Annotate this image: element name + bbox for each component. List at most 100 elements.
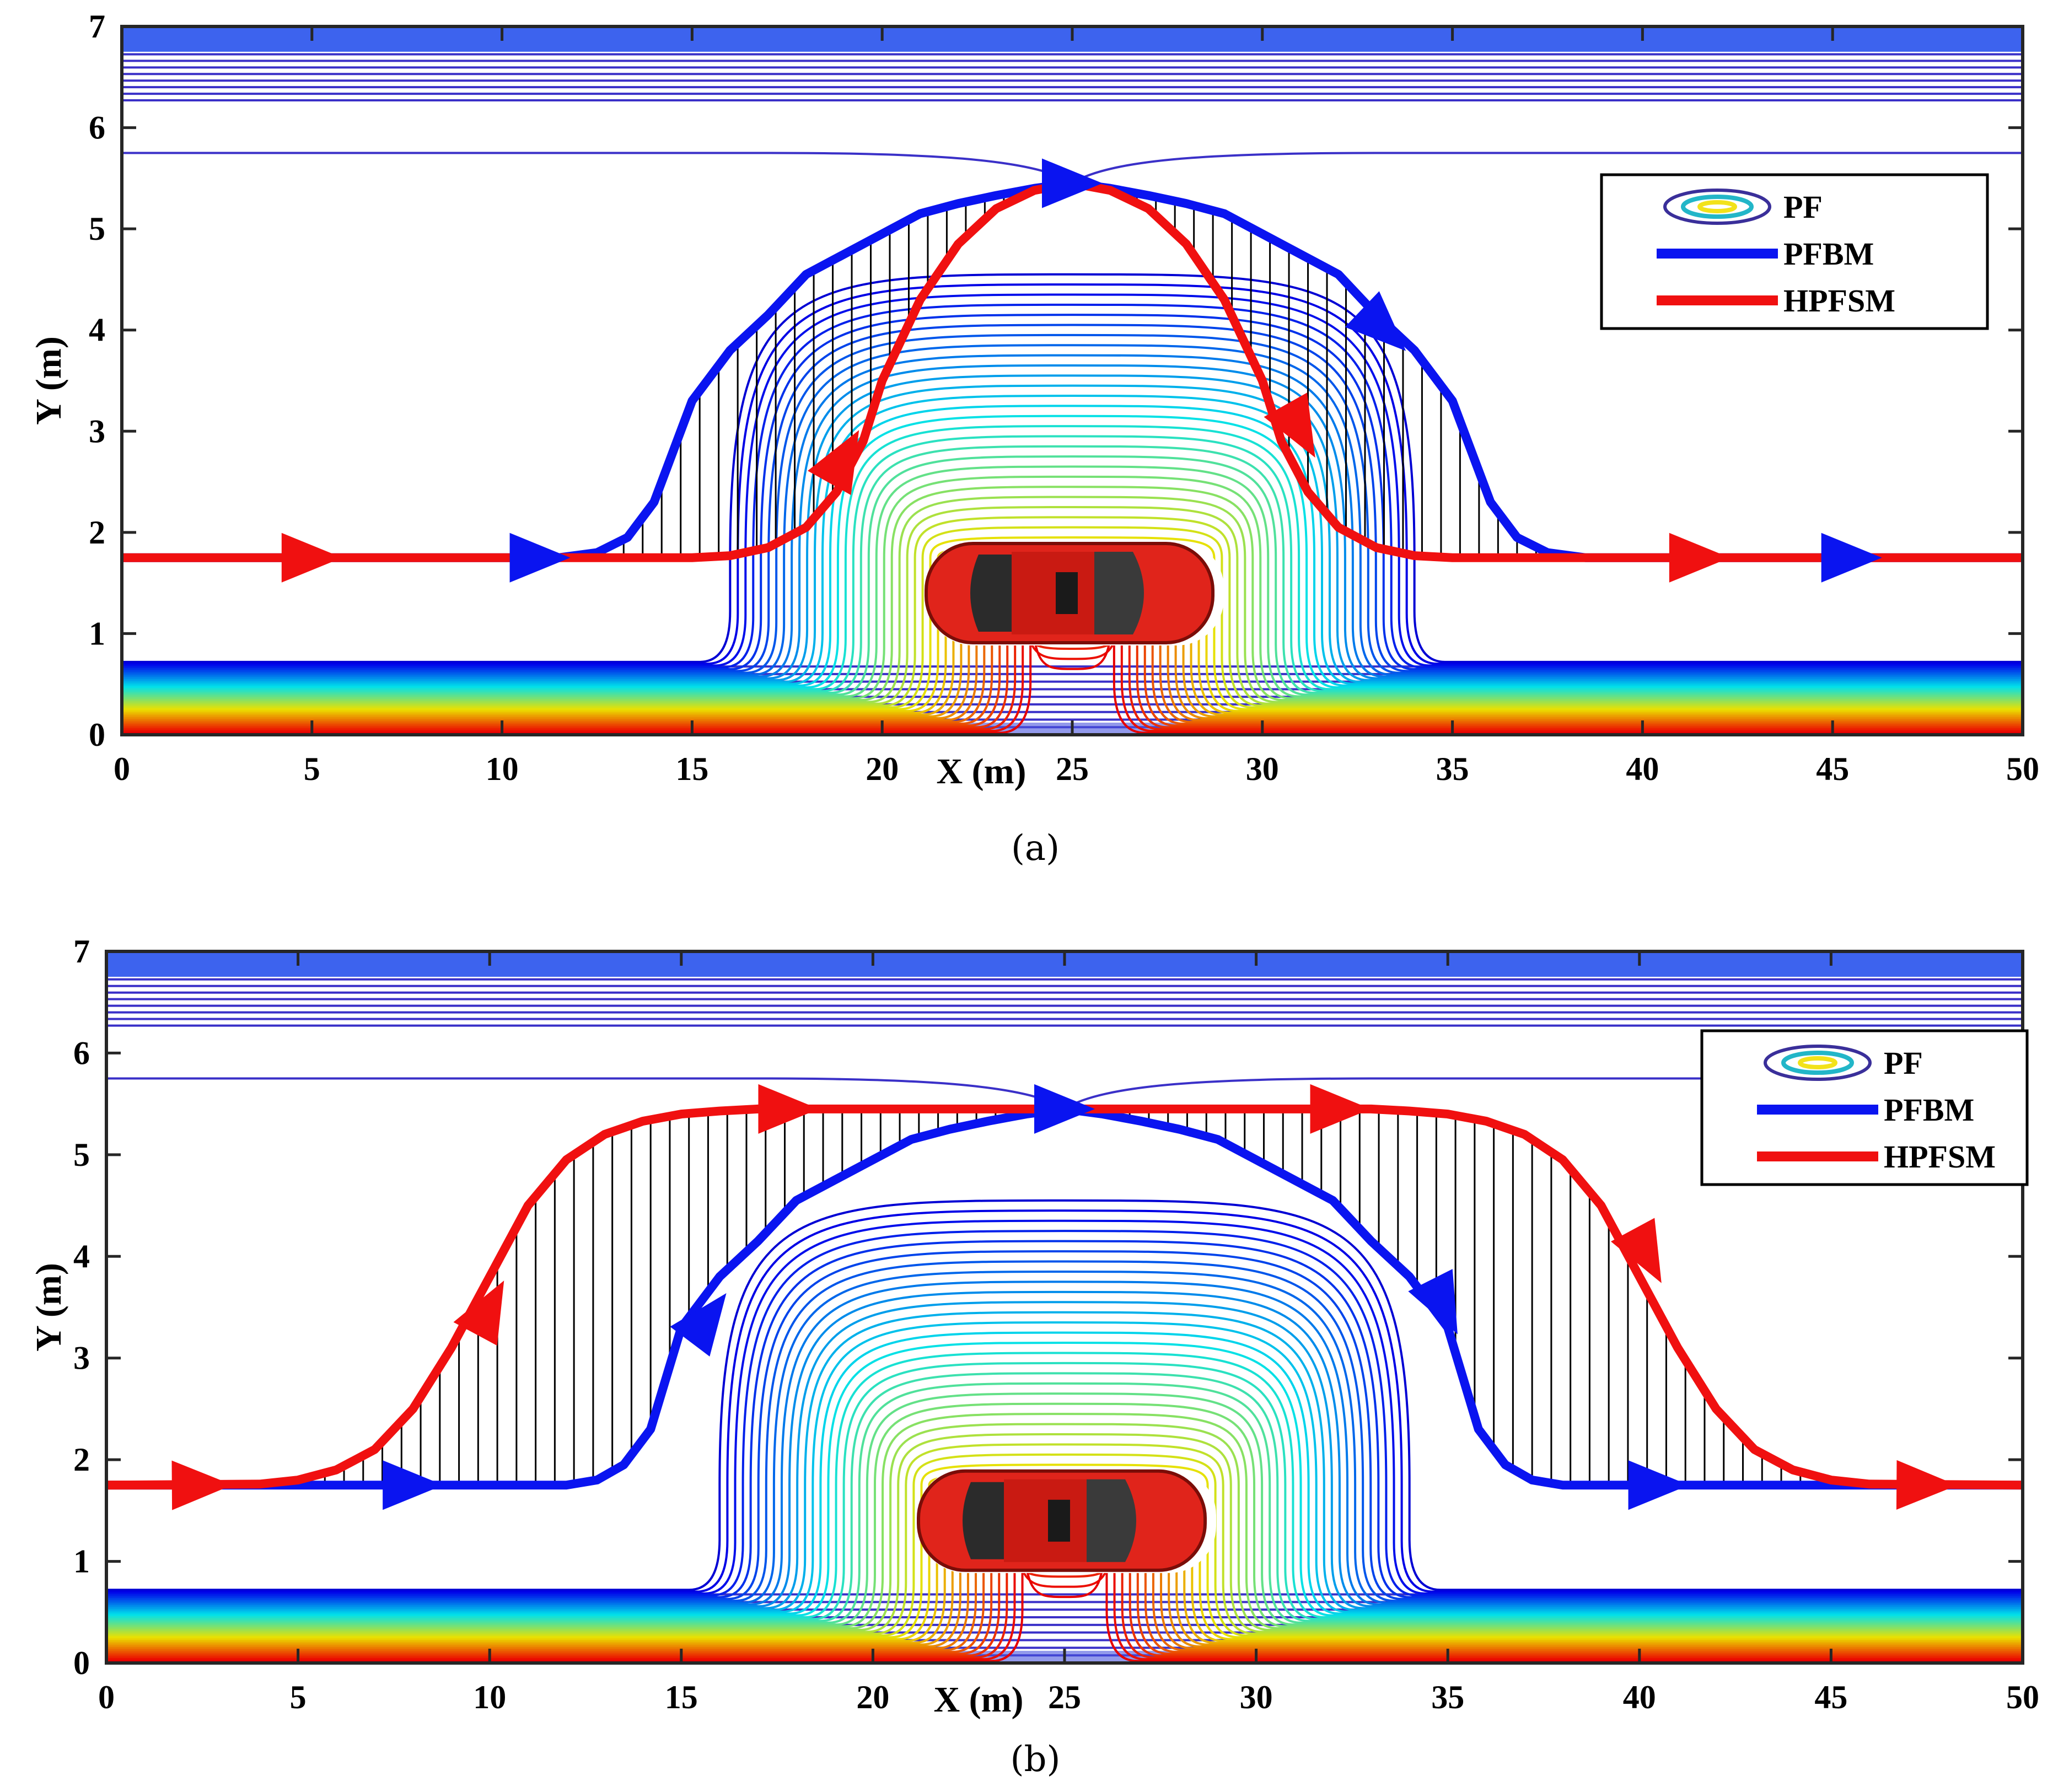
x-tick-label: 45 <box>1816 751 1849 787</box>
field-contour <box>122 293 2023 667</box>
field-contour <box>106 1270 2023 1604</box>
y-tick-label: 5 <box>73 1137 90 1173</box>
legend-pf-swatch <box>1663 189 1771 225</box>
field-contour <box>122 314 2023 671</box>
field-contour <box>106 1331 2023 1615</box>
field-contour <box>122 303 2023 669</box>
x-tick-label: 45 <box>1814 1679 1847 1715</box>
field-contour <box>106 1240 2023 1599</box>
direction-arrow-hpfsm <box>808 430 859 496</box>
x-tick-label: 15 <box>675 751 708 787</box>
y-tick-label: 3 <box>73 1340 90 1376</box>
direction-arrow-hpfsm <box>281 532 342 583</box>
field-contour <box>106 1250 2023 1600</box>
y-axis-label: Y (m) <box>29 336 69 425</box>
x-tick-label: 5 <box>304 751 320 787</box>
x-tick-label: 50 <box>2006 751 2039 787</box>
x-tick-label: 0 <box>114 751 130 787</box>
difference-hatching <box>305 1108 1840 1486</box>
x-tick-label: 10 <box>486 751 519 787</box>
x-tick-label: 25 <box>1048 1679 1081 1715</box>
field-contour <box>106 1311 2023 1611</box>
field-contour <box>106 1219 2023 1595</box>
field-contour <box>106 1463 2023 1639</box>
field-contour <box>106 1372 2023 1622</box>
field-contour <box>106 1453 2023 1637</box>
legend-label-hpfsm: HPFSM <box>1783 283 1895 319</box>
field-contour <box>122 557 2023 734</box>
field-contour <box>106 1423 2023 1632</box>
field-contour <box>122 557 2023 730</box>
x-tick-label: 35 <box>1431 1679 1464 1715</box>
field-contour <box>106 1433 2023 1633</box>
legend-pf-ring <box>1781 1051 1854 1075</box>
field-contour <box>106 1485 2023 1660</box>
field-contour <box>106 1321 2023 1613</box>
field-contour <box>106 1260 2023 1602</box>
field-contour <box>122 324 2023 672</box>
x-tick-label: 15 <box>665 1679 698 1715</box>
field-contour <box>106 1402 2023 1628</box>
legend-label-pf: PF <box>1783 189 1823 225</box>
y-tick-label: 2 <box>73 1441 90 1478</box>
car-roof <box>1004 1479 1087 1562</box>
legend-pf-ring <box>1764 1045 1872 1081</box>
direction-arrow-hpfsm <box>1896 1460 1958 1510</box>
y-tick-label: 0 <box>89 717 105 753</box>
legend-label-pfbm: PFBM <box>1884 1092 1974 1128</box>
field-contour <box>122 374 2023 681</box>
field-contour <box>122 333 2023 674</box>
field-contour <box>122 557 2023 733</box>
x-tick-label: 5 <box>290 1679 307 1715</box>
x-tick-label: 10 <box>473 1679 506 1715</box>
direction-arrow-hpfsm <box>758 1084 819 1134</box>
field-contour <box>106 1342 2023 1617</box>
field-contour <box>122 445 2023 694</box>
direction-arrow-pfbm <box>670 1293 727 1357</box>
y-tick-label: 6 <box>73 1035 90 1071</box>
direction-arrow-hpfsm <box>453 1280 504 1346</box>
direction-arrow-pfbm <box>1042 158 1103 208</box>
field-contour <box>106 1443 2023 1635</box>
car-roof <box>1012 552 1094 634</box>
y-tick-label: 1 <box>89 615 105 652</box>
panel-caption: (b) <box>1011 1739 1061 1780</box>
legend-pf-ring <box>1798 1056 1837 1069</box>
legend-label-pfbm: PFBM <box>1783 236 1874 272</box>
y-tick-label: 1 <box>73 1543 90 1580</box>
field-contour <box>122 364 2023 680</box>
x-axis-label: X (m) <box>936 751 1026 792</box>
car-windshield <box>1087 1479 1136 1562</box>
direction-arrow-pfbm <box>1345 291 1406 351</box>
x-tick-label: 50 <box>2006 1679 2039 1715</box>
legend: PF PFBM HPFSM <box>1600 173 1989 330</box>
plot-area <box>122 26 2023 735</box>
x-tick-label: 30 <box>1240 1679 1273 1715</box>
field-contour <box>106 1290 2023 1607</box>
field-contour <box>122 486 2023 702</box>
field-contour <box>122 475 2023 699</box>
x-tick-label: 0 <box>98 1679 115 1715</box>
field-contour <box>106 1280 2023 1606</box>
legend-label-pf: PF <box>1884 1045 1923 1081</box>
field-contour <box>106 1199 2023 1591</box>
field-contour <box>122 496 2023 703</box>
field-contour <box>106 1485 2023 1662</box>
field-contour <box>106 1362 2023 1621</box>
field-contour <box>122 425 2023 691</box>
direction-arrow-pfbm <box>1821 532 1882 583</box>
direction-arrow-pfbm <box>1034 1084 1095 1134</box>
field-contour <box>106 1230 2023 1597</box>
direction-arrow-hpfsm <box>1264 392 1315 458</box>
field-contour <box>122 505 2023 705</box>
field-contour <box>122 455 2023 696</box>
field-contour <box>106 1392 2023 1626</box>
direction-arrow-pfbm <box>509 532 571 583</box>
direction-arrow-hpfsm <box>1611 1218 1662 1283</box>
car-sunroof <box>1048 1499 1070 1542</box>
legend-pf-ring <box>1697 200 1737 213</box>
y-tick-label: 7 <box>73 933 90 970</box>
